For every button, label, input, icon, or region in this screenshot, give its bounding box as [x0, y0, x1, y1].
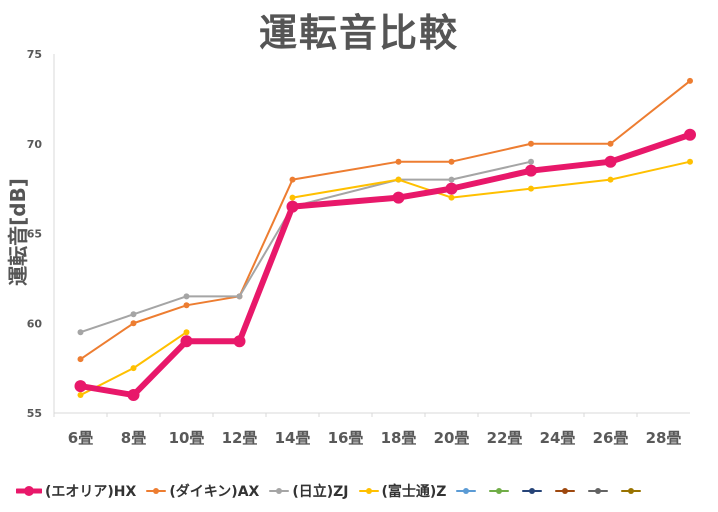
- data-point: [77, 356, 84, 363]
- series-line: [77, 131, 693, 399]
- x-tick-label: 12畳: [222, 429, 258, 447]
- data-point: [445, 182, 458, 195]
- y-tick-label: 55: [27, 407, 42, 420]
- data-point: [183, 293, 190, 300]
- legend-swatch: [588, 488, 609, 494]
- legend-item: (日立)ZJ: [269, 481, 349, 501]
- y-tick-label: 70: [27, 138, 43, 151]
- legend-swatch: [16, 486, 42, 496]
- data-point: [289, 194, 296, 201]
- x-tick-label: 6畳: [68, 429, 93, 447]
- x-tick-label: 8畳: [121, 429, 146, 447]
- x-tick-label: 26畳: [593, 429, 629, 447]
- data-point: [183, 329, 190, 336]
- data-point: [528, 185, 534, 192]
- x-tick-label: 28畳: [646, 429, 682, 447]
- data-point: [77, 329, 84, 336]
- x-tick-label: 24畳: [540, 429, 576, 447]
- legend-item: [555, 484, 578, 498]
- legend-label: (エオリア)HX: [45, 484, 137, 500]
- x-tick-label: 16畳: [328, 429, 364, 447]
- x-tick-label: 20畳: [434, 429, 470, 447]
- data-point: [528, 158, 534, 165]
- data-point: [395, 176, 402, 183]
- series-line: [291, 160, 691, 199]
- legend-label: (日立)ZJ: [292, 484, 349, 500]
- x-tick-label: 18畳: [381, 429, 417, 447]
- data-point: [525, 164, 537, 177]
- data-point: [607, 176, 614, 183]
- data-point: [392, 191, 405, 204]
- data-point: [130, 320, 137, 327]
- data-point: [448, 176, 455, 183]
- data-point: [286, 200, 299, 213]
- legend: (エオリア)HX (ダイキン)AX (日立)ZJ (富士通)Z: [16, 480, 654, 502]
- y-tick-label: 65: [27, 228, 42, 241]
- legend-item: (富士通)Z: [358, 481, 447, 501]
- x-tick-label: 10畳: [169, 429, 205, 447]
- y-tick-label: 75: [27, 48, 42, 61]
- legend-item: [621, 484, 644, 498]
- data-point: [289, 176, 296, 183]
- x-tick-label: 14畳: [275, 429, 311, 447]
- legend-item: (ダイキン)AX: [146, 481, 259, 501]
- data-point: [687, 77, 693, 84]
- series-line: [79, 79, 691, 361]
- data-point: [607, 140, 614, 147]
- data-point: [448, 194, 455, 201]
- data-point: [127, 389, 140, 402]
- legend-item: (エオリア)HX: [16, 481, 136, 501]
- series-line: [79, 331, 188, 397]
- data-point: [604, 155, 617, 168]
- legend-label: (富士通)Z: [381, 484, 447, 500]
- series-line: [79, 160, 532, 334]
- y-tick-label: 60: [27, 317, 43, 330]
- legend-swatch: [146, 488, 167, 494]
- data-point: [183, 302, 190, 309]
- data-point: [180, 335, 193, 348]
- data-point: [528, 140, 534, 147]
- data-point: [448, 158, 455, 165]
- data-point: [130, 365, 137, 372]
- legend-item: [456, 484, 479, 498]
- data-point: [684, 128, 696, 141]
- legend-label: (ダイキン)AX: [169, 484, 260, 500]
- legend-swatch: [555, 488, 576, 494]
- data-point: [130, 311, 137, 318]
- data-point: [236, 293, 243, 300]
- x-tick-label: 22畳: [487, 429, 523, 447]
- legend-swatch: [269, 488, 290, 494]
- data-point: [395, 158, 402, 165]
- chart-title: 運転音比較: [258, 11, 459, 55]
- data-point: [233, 335, 246, 348]
- data-point: [74, 380, 87, 393]
- legend-swatch: [489, 488, 510, 494]
- legend-swatch: [522, 488, 543, 494]
- legend-item: [489, 484, 512, 498]
- legend-swatch: [358, 488, 379, 494]
- data-point: [77, 392, 84, 399]
- legend-swatch: [456, 488, 477, 494]
- legend-item: [522, 484, 545, 498]
- legend-swatch: [621, 488, 642, 494]
- legend-item: [588, 484, 611, 498]
- data-point: [687, 158, 693, 165]
